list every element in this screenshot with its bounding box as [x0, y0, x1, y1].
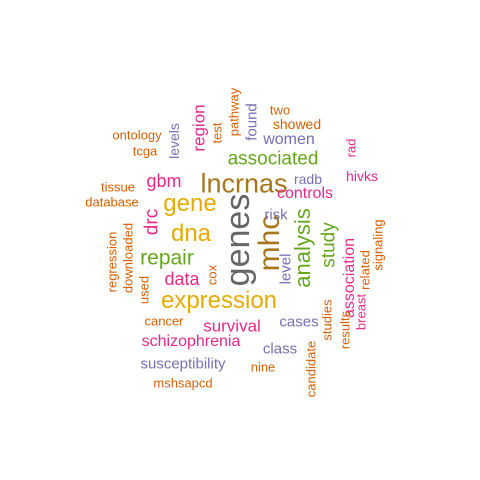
- word-tcga: tcga: [132, 143, 158, 159]
- word-results: results: [337, 310, 353, 350]
- word-gbm: gbm: [146, 171, 182, 191]
- word-nine: nine: [250, 359, 276, 375]
- word-associated: associated: [227, 148, 319, 170]
- word-studies: studies: [319, 299, 335, 341]
- word-pathway: pathway: [226, 87, 242, 137]
- word-breast: breast: [353, 293, 369, 331]
- word-radb: radb: [293, 171, 323, 187]
- word-cox: cox: [204, 264, 220, 286]
- word-regression: regression: [104, 231, 120, 293]
- word-used: used: [136, 275, 152, 305]
- word-cancer: cancer: [144, 313, 184, 329]
- word-genes: genes: [219, 193, 257, 287]
- word-levels: levels: [166, 123, 182, 159]
- word-data: data: [164, 269, 200, 289]
- word-schizophrenia: schizophrenia: [141, 333, 241, 350]
- word-dna: dna: [170, 220, 212, 247]
- word-controls: controls: [276, 185, 334, 202]
- word-risk: risk: [264, 206, 288, 224]
- word-ontology: ontology: [112, 127, 162, 143]
- word-women: women: [263, 131, 315, 148]
- word-cases: cases: [279, 313, 319, 331]
- word-survival: survival: [203, 316, 261, 336]
- word-found: found: [243, 103, 261, 141]
- word-mshsapcd: mshsapcd: [153, 375, 213, 391]
- word-susceptibility: susceptibility: [140, 355, 226, 373]
- word-expression: expression: [160, 287, 278, 314]
- word-candidate: candidate: [303, 340, 319, 398]
- word-rad: rad: [343, 138, 359, 158]
- word-study: study: [318, 222, 340, 268]
- word-analysis: analysis: [290, 208, 315, 288]
- word-drc: drc: [141, 208, 163, 236]
- word-tissue: tissue: [101, 179, 135, 195]
- word-test: test: [209, 122, 225, 144]
- word-repair: repair: [140, 246, 194, 270]
- word-gene: gene: [163, 190, 217, 217]
- word-class: class: [262, 340, 298, 358]
- word-hivks: hivks: [346, 168, 378, 184]
- word-level: level: [277, 253, 295, 285]
- word-showed: showed: [272, 116, 322, 132]
- word-lncrnas: lncrnas: [200, 168, 288, 199]
- word-region: region: [189, 104, 209, 152]
- word-downloaded: downloaded: [120, 222, 136, 294]
- word-database: database: [85, 194, 139, 210]
- word-signaling: signaling: [370, 219, 386, 271]
- word-two: two: [269, 102, 291, 118]
